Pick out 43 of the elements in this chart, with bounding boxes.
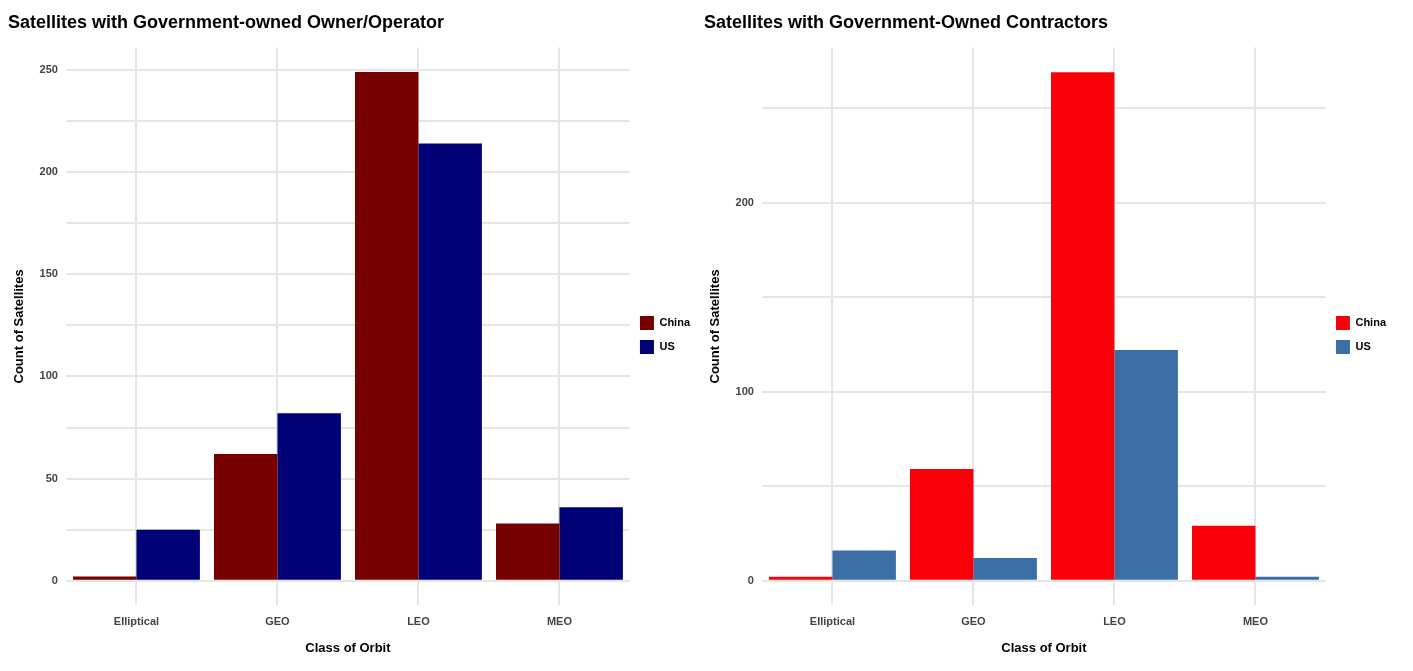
y-tick-label: 200 (735, 195, 754, 208)
bar (910, 469, 974, 580)
y-tick-label: 100 (735, 384, 754, 397)
bar (214, 454, 278, 580)
bar (559, 507, 623, 580)
x-tick-label: Elliptical (809, 614, 856, 627)
x-tick-label: LEO (1103, 614, 1127, 627)
x-axis-title: Class of Orbit (305, 639, 392, 655)
y-axis-title: Count of Satellites (707, 269, 723, 384)
y-tick-label: 50 (45, 471, 58, 484)
y-tick-label: 200 (39, 165, 58, 178)
bar (973, 557, 1037, 580)
x-tick-label: Elliptical (113, 614, 160, 627)
x-tick-label: MEO (546, 614, 573, 627)
y-tick-label: 250 (39, 63, 58, 76)
bar (277, 413, 341, 580)
legend-label: US (659, 340, 675, 353)
bar (1114, 350, 1178, 580)
legend-label: US (1355, 340, 1371, 353)
y-tick-label: 0 (51, 573, 58, 586)
bar (769, 576, 833, 580)
x-axis-title: Class of Orbit (1001, 639, 1088, 655)
bar (1051, 72, 1115, 580)
y-axis-title: Count of Satellites (11, 269, 27, 384)
chart-title: Satellites with Government-Owned Contractors (704, 11, 1109, 32)
bar (136, 529, 200, 580)
chart-title: Satellites with Government-owned Owner/Operator (8, 11, 445, 32)
bar (496, 523, 560, 580)
legend-label: China (659, 316, 691, 329)
y-tick-label: 100 (39, 369, 58, 382)
x-tick-label: GEO (961, 614, 987, 627)
legend-label: China (1355, 316, 1387, 329)
bar (355, 72, 419, 580)
y-tick-label: 0 (747, 573, 754, 586)
x-tick-label: LEO (407, 614, 431, 627)
bar (73, 576, 137, 580)
y-tick-label: 150 (39, 267, 58, 280)
bar (1255, 576, 1319, 580)
x-tick-label: MEO (1242, 614, 1269, 627)
bar (832, 550, 896, 580)
bar (1192, 525, 1256, 580)
bar (418, 143, 482, 580)
x-tick-label: GEO (265, 614, 291, 627)
